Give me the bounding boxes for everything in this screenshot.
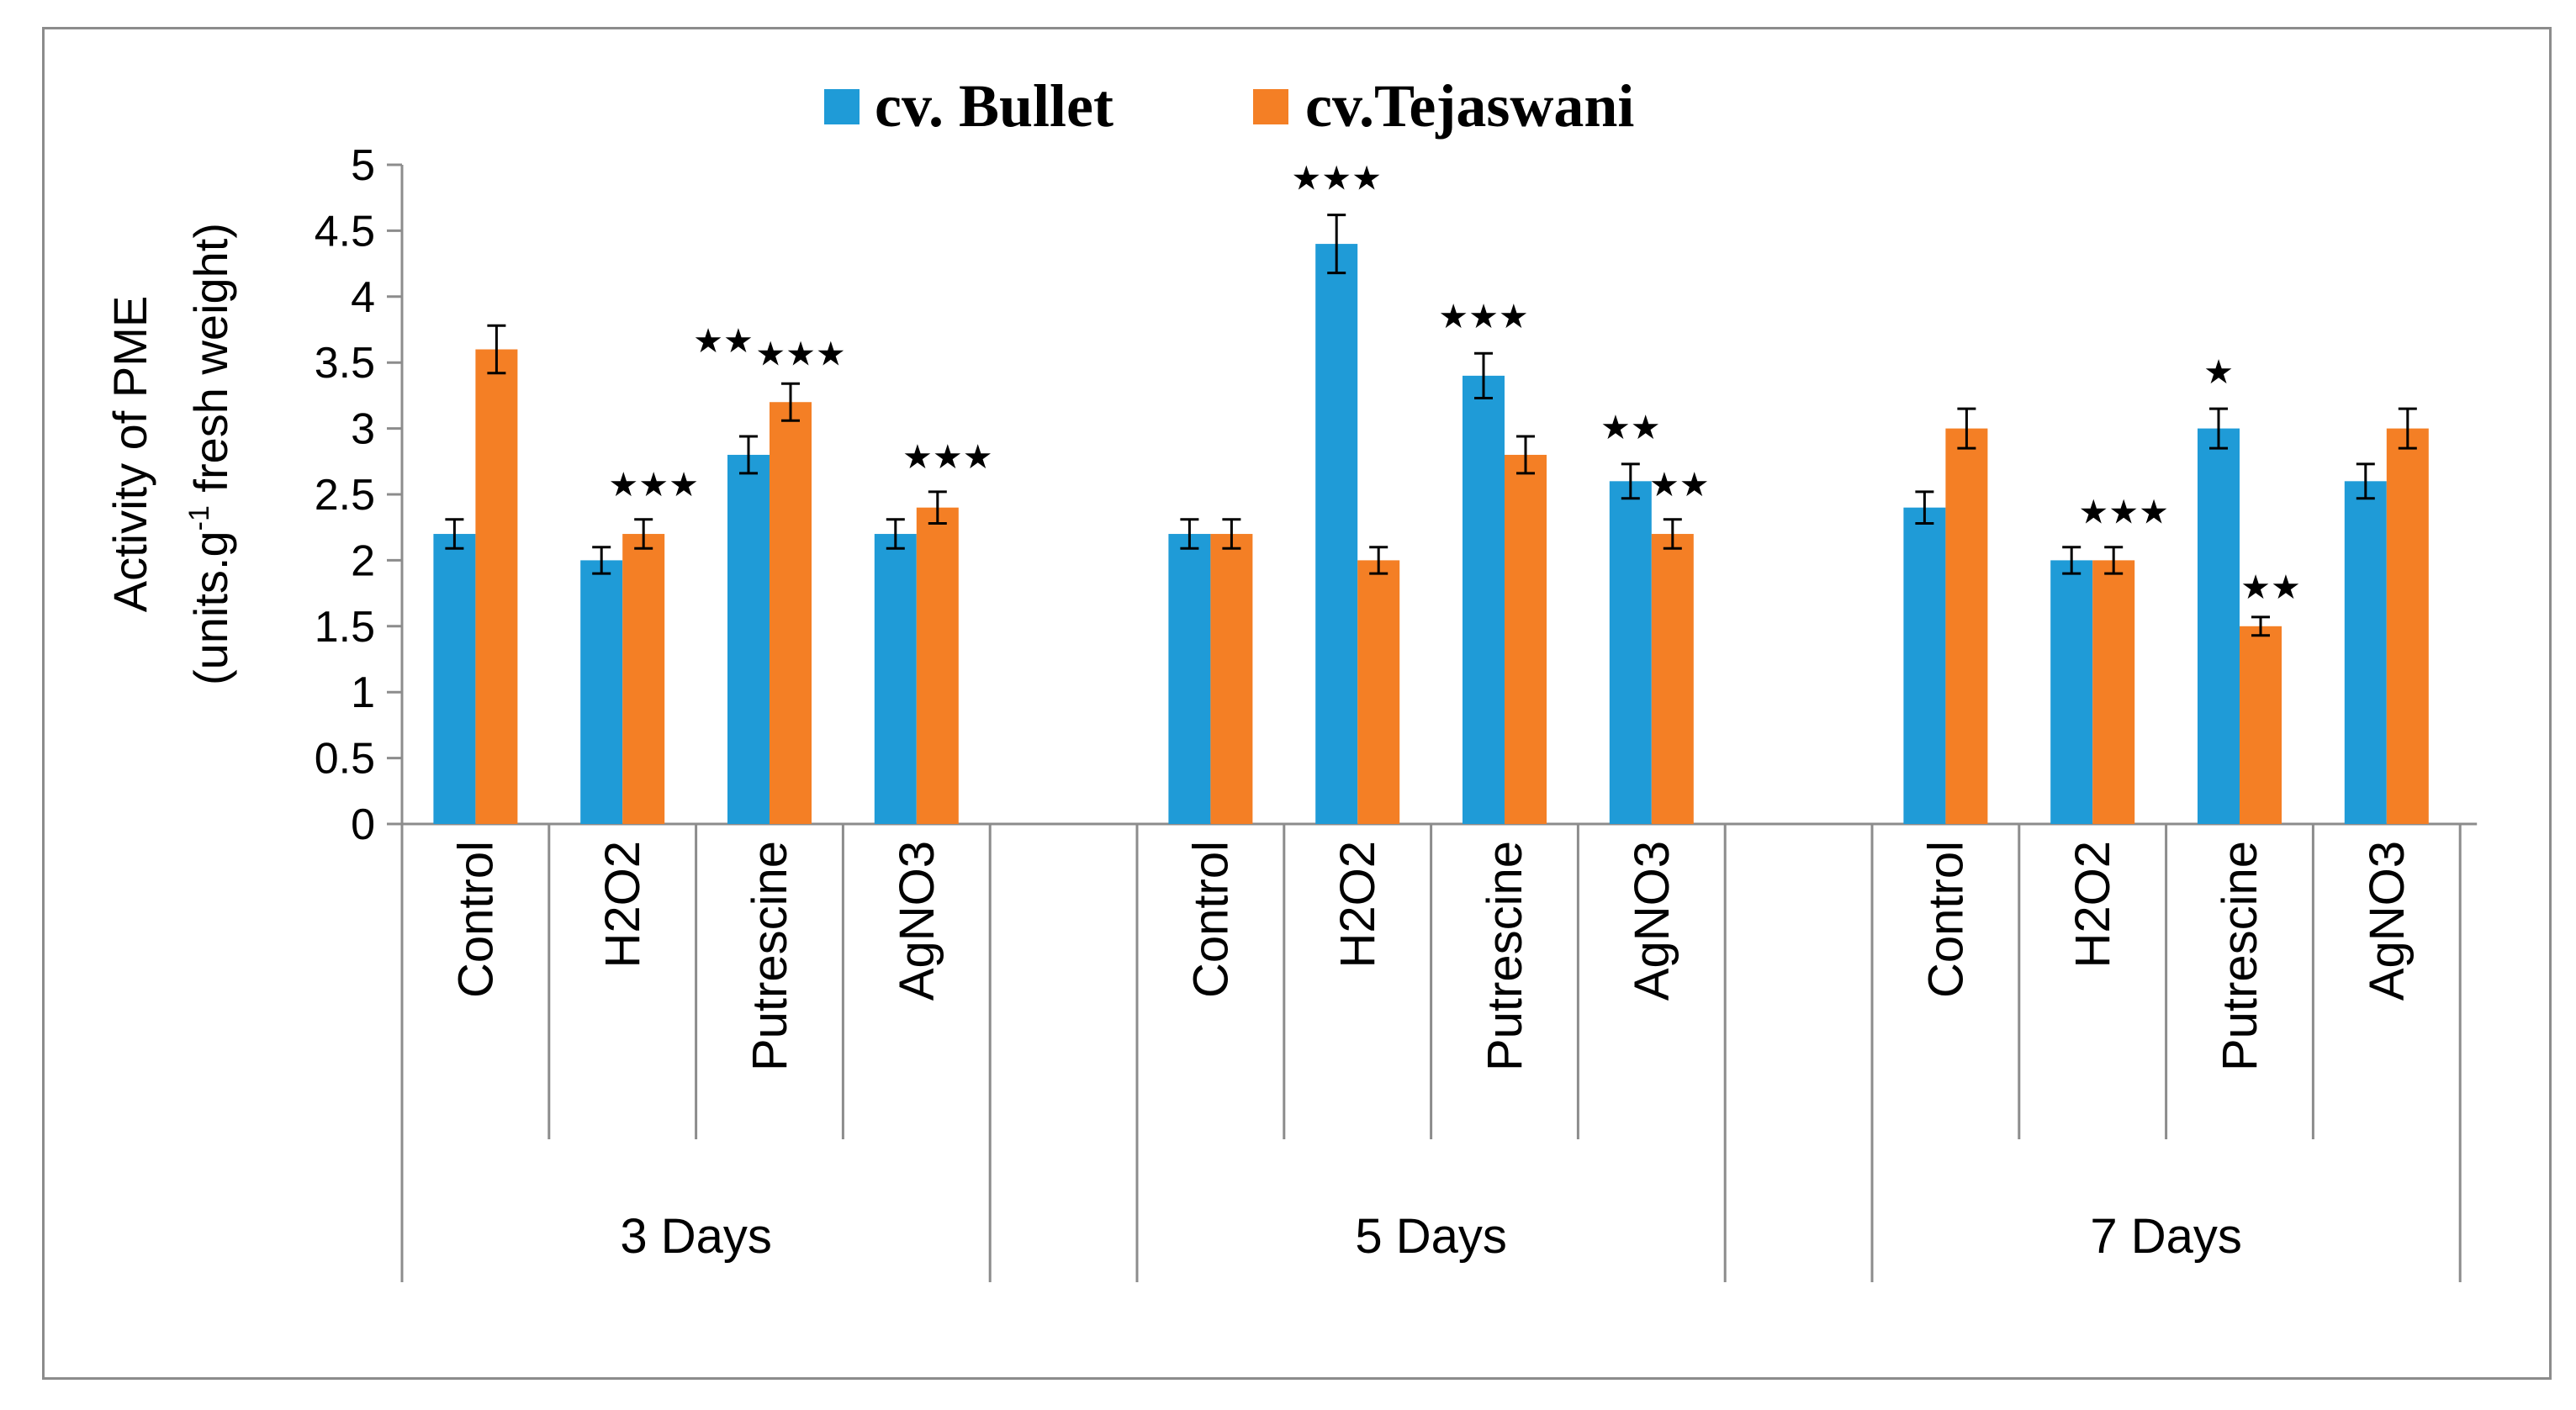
y-tick-label: 3 [351, 405, 375, 454]
y-tick-label: 5 [351, 141, 375, 190]
y-axis-title: Activity of PME (units.g-1 fresh weight) [103, 223, 237, 685]
y-tick-label: 1 [351, 668, 375, 717]
bar-tejaswani [2386, 428, 2429, 824]
bar-tejaswani [1210, 534, 1253, 824]
significance-tejaswani: ★★★ [755, 335, 846, 373]
group-label: 5 Days [1355, 1209, 1507, 1264]
y-tick-label: 3.5 [315, 339, 375, 388]
group-label: 3 Days [620, 1209, 772, 1264]
significance-tejaswani: ★★ [2240, 568, 2301, 607]
bar-bullet [1609, 481, 1652, 824]
axes: 0 0.5 1 1.5 2 2.5 3 3.5 4 4.5 5 [315, 141, 2478, 1282]
bar-bullet [1903, 507, 1946, 824]
significance-tejaswani: ★★★ [2078, 494, 2169, 532]
bar-tejaswani [622, 534, 665, 824]
bar-bullet [1315, 244, 1358, 825]
significance-bullet: ★★ [1600, 409, 1661, 447]
bar-tejaswani [1945, 428, 1988, 824]
bar-bullet [2198, 428, 2240, 824]
y-axis-title-line1: Activity of PME [103, 296, 156, 613]
bar-tejaswani [2240, 626, 2282, 824]
significance-tejaswani: ★★★ [902, 438, 993, 477]
y-tick-label: 1.5 [315, 603, 375, 652]
category-label: Putrescine [1478, 841, 1532, 1071]
legend-label-tejaswani: cv.Tejaswani [1305, 72, 1634, 140]
y-axis-title-line2: (units.g-1 fresh weight) [183, 223, 237, 685]
group-label: 7 Days [2090, 1209, 2242, 1264]
bar-bullet [727, 454, 770, 824]
significance-bullet: ★★ [693, 322, 754, 361]
category-label: Putrescine [743, 841, 797, 1071]
legend-label-bullet: cv. Bullet [875, 72, 1113, 140]
error-bars [445, 214, 2417, 637]
significance-bullet: ★★★ [1438, 298, 1529, 336]
bar-bullet [2050, 560, 2093, 824]
significance-bullet: ★★★ [1291, 160, 1382, 198]
y-tick-label: 2 [351, 536, 375, 585]
bar-tejaswani [475, 349, 518, 824]
bar-tejaswani [2092, 560, 2135, 824]
y-tick-label: 4 [351, 273, 375, 322]
bar-bullet [433, 534, 476, 824]
y-tick-label: 4.5 [315, 207, 375, 256]
category-label: H2O2 [2066, 841, 2120, 969]
bar-bullet [874, 534, 917, 824]
legend-swatch-tejaswani [1253, 89, 1288, 124]
y-tick-label: 0 [351, 800, 375, 849]
bar-tejaswani [770, 402, 812, 824]
category-label: Control [1918, 841, 1973, 998]
category-label: H2O2 [1330, 841, 1385, 969]
bar-bullet [580, 560, 623, 824]
significance-markers: ★★★★★ ★★★★★★★★★★★★★★★★★★★★★★ [608, 160, 2300, 607]
category-label: H2O2 [595, 841, 650, 969]
bar-bullet [1463, 375, 1505, 824]
y-tick-label: 2.5 [315, 471, 375, 520]
category-label: Control [448, 841, 503, 998]
bars [433, 244, 2429, 825]
x-axis-labels: Control H2O2 Putrescine AgNO3 3 Days Control H… [448, 841, 2414, 1264]
bar-bullet [2344, 481, 2387, 824]
category-label: AgNO3 [2360, 841, 2415, 1001]
category-label: AgNO3 [1625, 841, 1679, 1001]
y-tick-label: 0.5 [315, 735, 375, 784]
significance-bullet: ★ [2203, 353, 2234, 392]
category-label: Putrescine [2213, 841, 2267, 1071]
bar-bullet [1168, 534, 1211, 824]
significance-tejaswani: ★★ [1649, 466, 1710, 504]
bar-tejaswani [1357, 560, 1400, 824]
bar-tejaswani [1505, 454, 1547, 824]
category-label: AgNO3 [890, 841, 944, 1001]
significance-tejaswani: ★★★ [608, 466, 699, 504]
legend: cv. Bullet cv.Tejaswani [824, 72, 1634, 140]
bar-tejaswani [916, 507, 959, 824]
category-label: Control [1183, 841, 1238, 998]
legend-swatch-bullet [824, 89, 860, 124]
chart-frame [42, 27, 2552, 1380]
bar-tejaswani [1651, 534, 1694, 824]
